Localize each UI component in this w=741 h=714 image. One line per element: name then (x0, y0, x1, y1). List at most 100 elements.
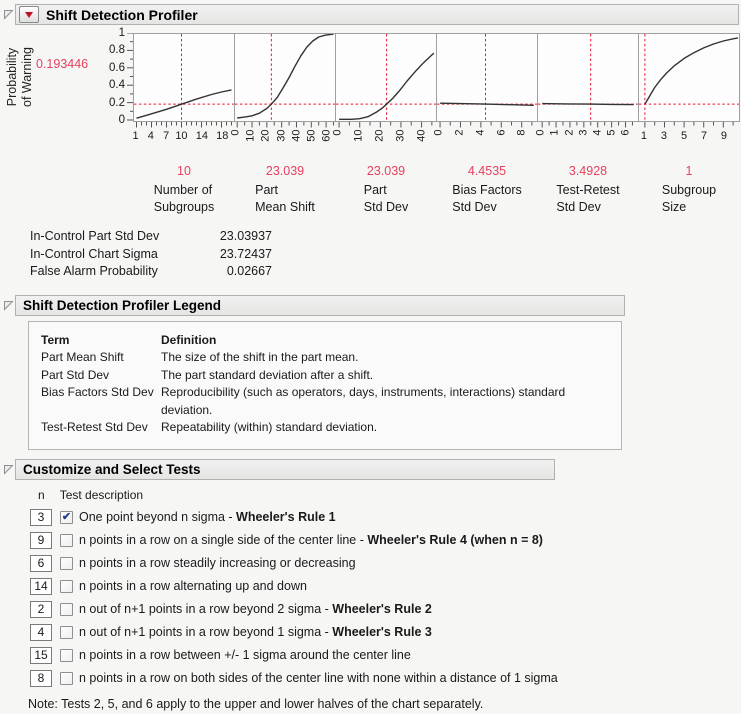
disclosure-open-icon[interactable] (3, 300, 14, 311)
stat-label: In-Control Chart Sigma (30, 246, 158, 261)
tests-col-description: Test description (59, 487, 144, 502)
red-triangle-menu-button[interactable] (19, 6, 39, 23)
x-tick-label: 6 (495, 129, 508, 136)
wheeler-rule-label: Wheeler's Rule 1 (236, 510, 336, 524)
x-tick-label: 18 (216, 130, 229, 142)
x-axis-tick-marks (236, 122, 335, 128)
stat-row: In-Control Chart Sigma 23.72437 (30, 246, 741, 264)
legend-col-term: Term (41, 332, 70, 347)
factor-current-value[interactable]: 1 (685, 164, 693, 178)
legend-header-row: Term Definition (41, 332, 613, 350)
profiler-column-part-mean-shift: 0 10 20 30 40 50 60 23.039 Part Mean Shift (230, 33, 336, 216)
n-value-input[interactable]: 15 (30, 646, 52, 664)
stats-table: In-Control Part Std Dev 23.03937 In-Contro… (30, 228, 741, 281)
test-description: n out of n+1 points in a row beyond 2 si… (79, 602, 432, 616)
profiler-panel-part-std-dev[interactable] (335, 33, 437, 122)
x-tick-label: 20 (373, 129, 386, 142)
x-axis-tick-marks (136, 122, 232, 128)
x-tick-label: 0 (331, 129, 344, 136)
test-checkbox[interactable] (60, 602, 73, 616)
legend-header-bar[interactable]: Shift Detection Profiler Legend (15, 294, 625, 316)
wheeler-rule-label: Wheeler's Rule 2 (332, 602, 432, 616)
test-description: n out of n+1 points in a row beyond 1 si… (79, 625, 432, 639)
n-value-input[interactable]: 4 (30, 623, 52, 641)
y-tick-label: 0.6 (109, 61, 125, 74)
legend-definition: The part standard deviation after a shif… (161, 367, 374, 382)
profiler-header-bar[interactable]: Shift Detection Profiler (15, 4, 739, 25)
x-tick-label: 2 (453, 129, 466, 136)
n-value-input[interactable]: 3 (30, 508, 52, 526)
test-checkbox[interactable]: ✔ (60, 510, 73, 524)
profiler-graph-area: Probability of Warning 0.193446 0 0.2 0.4 0… (5, 27, 741, 216)
profiler-panel-bias-factors-std-dev[interactable] (436, 33, 538, 122)
prediction-curve (644, 37, 739, 105)
profiler-panel-subgroup-size[interactable] (638, 33, 740, 122)
test-description: n points in a row between +/- 1 sigma ar… (79, 648, 411, 662)
test-checkbox[interactable] (60, 625, 73, 639)
x-tick-label: 0 (534, 129, 547, 136)
factor-name: Part Std Dev (335, 182, 437, 216)
stat-value: 0.02667 (226, 264, 272, 278)
factor-name-line: Subgroup (661, 183, 717, 197)
factor-name: Test-Retest Std Dev (537, 182, 639, 216)
x-tick-label: 40 (415, 129, 428, 142)
profiler-panel-part-mean-shift[interactable] (234, 33, 336, 122)
factor-current-value[interactable]: 3.4928 (568, 164, 608, 178)
prediction-curve (136, 89, 232, 119)
factor-current-value[interactable]: 23.039 (366, 164, 406, 178)
n-value-input[interactable]: 14 (30, 577, 52, 595)
factor-current-value[interactable]: 23.039 (265, 164, 305, 178)
factor-name-line: Subgroups (153, 200, 215, 214)
profiler-panel-test-retest-std-dev[interactable] (537, 33, 639, 122)
y-tick-label: 1 (118, 27, 125, 39)
wheeler-rule-label: Wheeler's Rule 3 (332, 625, 432, 639)
n-value-input[interactable]: 8 (30, 669, 52, 687)
profiler-section-header-row: Shift Detection Profiler (2, 4, 739, 25)
legend-definition: Reproducibility (such as operators, days… (161, 385, 566, 417)
n-value-input[interactable]: 6 (30, 554, 52, 572)
test-row: 6 n points in a row steadily increasing o… (30, 554, 741, 572)
profiler-panel-number-of-subgroups[interactable] (133, 33, 235, 122)
disclosure-open-icon[interactable] (3, 9, 14, 20)
factor-name: Number of Subgroups (133, 182, 235, 216)
factor-name: Bias Factors Std Dev (436, 182, 538, 216)
test-row: 8 n points in a row on both sides of the … (30, 669, 741, 687)
test-checkbox[interactable] (60, 648, 73, 662)
tests-col-n: n (38, 487, 45, 502)
legend-term: Test-Retest Std Dev (41, 420, 148, 434)
x-tick-label: 1 (132, 130, 139, 142)
disclosure-open-icon[interactable] (3, 464, 14, 475)
test-checkbox[interactable] (60, 556, 73, 570)
tests-header-bar[interactable]: Customize and Select Tests (15, 458, 555, 480)
test-description: One point beyond n sigma - Wheeler's Rul… (79, 510, 336, 524)
stat-row: False Alarm Probability 0.02667 (30, 263, 741, 281)
current-probability-value: 0.193446 (36, 57, 89, 71)
x-tick-label: 6 (619, 129, 632, 136)
factor-name-line: Part (255, 183, 279, 197)
stat-row: In-Control Part Std Dev 23.03937 (30, 228, 741, 246)
y-axis-tick-marks (127, 33, 133, 121)
factor-current-value[interactable]: 4.4535 (467, 164, 507, 178)
n-value-input[interactable]: 2 (30, 600, 52, 618)
x-tick-label: 8 (515, 129, 528, 136)
legend-definition: The size of the shift in the part mean. (161, 350, 359, 364)
x-tick-label: 30 (275, 129, 288, 142)
test-row: 4 n out of n+1 points in a row beyond 1 s… (30, 623, 741, 641)
x-axis-tick-labels: 0 10 20 30 40 (331, 129, 437, 161)
factor-current-value[interactable]: 10 (177, 164, 191, 178)
legend-col-definition: Definition (161, 332, 217, 347)
n-value-input[interactable]: 9 (30, 531, 52, 549)
test-checkbox[interactable] (60, 533, 73, 547)
test-checkbox[interactable] (60, 671, 73, 685)
profiler-plot-bias-factors-std-dev (437, 34, 537, 121)
x-tick-label: 4 (147, 130, 154, 142)
test-checkbox[interactable] (60, 579, 73, 593)
profiler-plot-part-mean-shift (235, 33, 335, 121)
profiler-plot-test-retest-std-dev (538, 34, 638, 121)
x-tick-label: 30 (394, 129, 407, 142)
x-tick-label: 10 (175, 130, 188, 142)
x-axis-tick-labels: 1 4 7 10 14 18 (132, 129, 235, 161)
test-description: n points in a row on both sides of the c… (79, 671, 558, 685)
